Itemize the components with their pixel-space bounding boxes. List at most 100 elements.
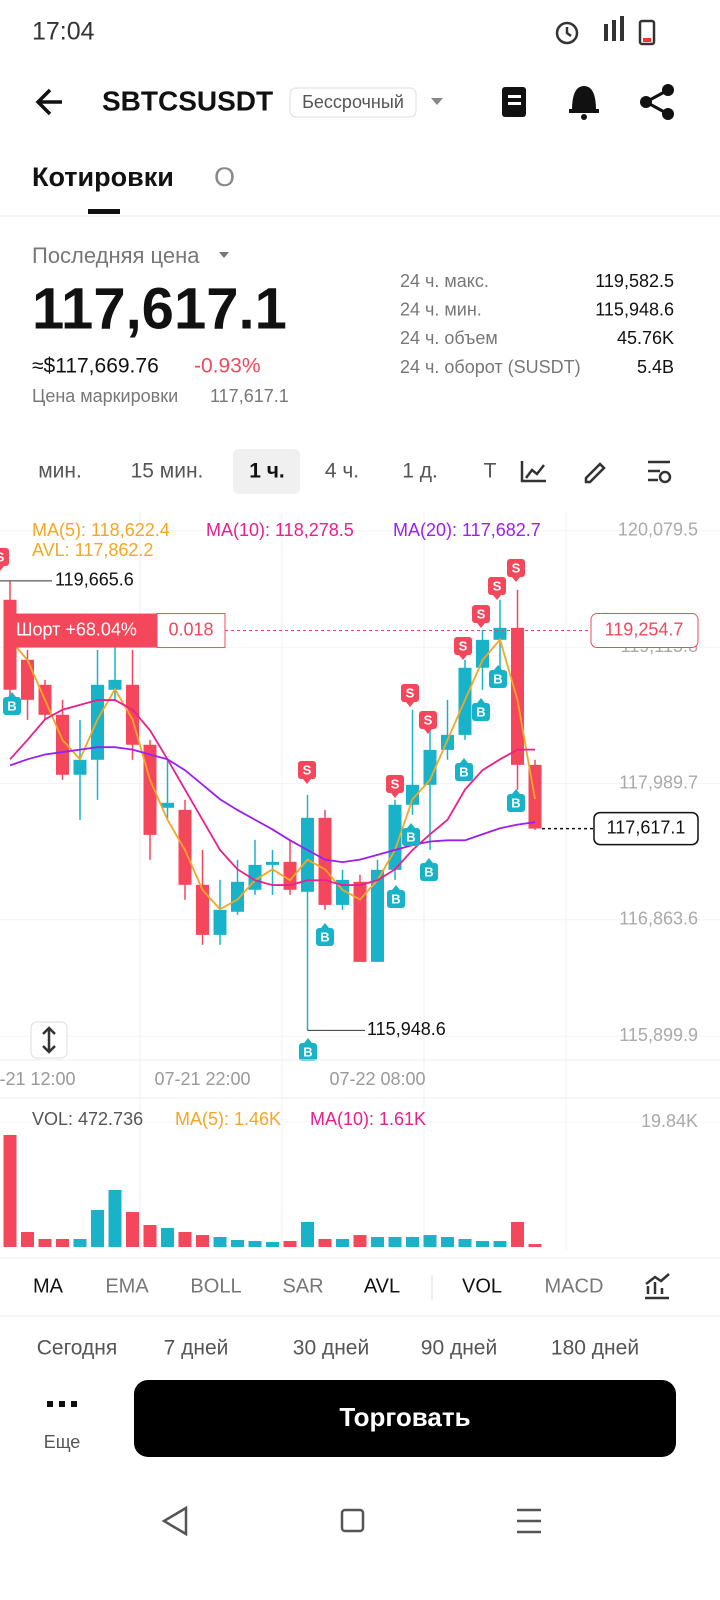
trade-marker-label: S	[303, 762, 312, 777]
interval[interactable]: мин.	[38, 460, 82, 483]
trade-marker	[454, 637, 472, 655]
trade-label[interactable]: Торговать	[339, 1402, 470, 1432]
badge-box[interactable]	[289, 87, 417, 118]
y-tick-label: 116,863.6	[619, 908, 698, 928]
trade-marker-tip	[303, 779, 311, 784]
candle-body	[301, 817, 314, 892]
volume-legend: VOL: 472.736	[32, 1109, 143, 1129]
trade-marker-tip	[8, 692, 16, 697]
indicator[interactable]: SAR	[282, 1275, 323, 1297]
tab-active[interactable]: Котировки	[32, 162, 174, 192]
volume-bar	[301, 1221, 314, 1247]
interval[interactable]: 1 ч.	[249, 460, 285, 483]
period[interactable]: 180 дней	[551, 1337, 639, 1360]
indicator[interactable]: MACD	[545, 1275, 604, 1297]
dropdown[interactable]	[431, 98, 443, 105]
header-icons[interactable]	[502, 84, 674, 120]
stat-value: 115,948.6	[595, 299, 674, 319]
x-tick-label: 07-21 22:00	[154, 1069, 250, 1089]
change: -0.93%	[194, 355, 261, 378]
last-price: 117,617.1	[32, 276, 287, 341]
volume-bar	[318, 1238, 332, 1247]
volume-bar	[38, 1238, 52, 1247]
candle-body	[353, 881, 367, 962]
trade-marker-label: B	[320, 929, 329, 944]
stats: 24 ч. макс. 119,582.5 24 ч. мин. 115,948.6 2…	[400, 271, 674, 377]
trade-marker-tip	[304, 1038, 312, 1043]
candle-body	[231, 881, 244, 912]
more-label[interactable]: Еще	[44, 1432, 81, 1452]
trade-marker	[387, 890, 405, 908]
stat-label: 24 ч. оборот (SUSDT)	[400, 357, 581, 377]
low-label: 115,948.6	[367, 1019, 446, 1039]
tab[interactable]: О	[214, 162, 235, 192]
interval[interactable]: 4 ч.	[325, 460, 359, 483]
candle-body	[266, 861, 279, 865]
candle-body	[56, 714, 69, 775]
volume-bar	[476, 1241, 489, 1247]
nav-bar[interactable]	[161, 1505, 541, 1537]
candle-body	[423, 749, 437, 785]
interval[interactable]: 15 мин.	[131, 460, 204, 483]
position-badge[interactable]	[8, 613, 157, 648]
trade-marker-tip	[407, 823, 415, 828]
trade-button[interactable]	[134, 1380, 676, 1457]
candle-body	[213, 909, 227, 935]
position-size-box	[156, 613, 226, 649]
period[interactable]: 90 дней	[421, 1337, 497, 1360]
trade-marker	[419, 711, 437, 729]
trade-marker-label: S	[493, 578, 502, 593]
volume-bar	[3, 1134, 17, 1247]
interval-active-bg	[233, 449, 300, 494]
volume-bar	[441, 1236, 454, 1247]
tool-icons[interactable]	[520, 460, 672, 484]
more-icon[interactable]	[47, 1401, 77, 1407]
ma-line	[9, 746, 536, 864]
scale-icon[interactable]	[42, 1026, 56, 1054]
indicator-settings[interactable]	[645, 1273, 670, 1300]
candle-body	[318, 817, 332, 905]
mark-price: 117,617.1	[210, 386, 289, 406]
interval[interactable]: 1 д.	[402, 460, 438, 483]
trade-marker	[420, 863, 438, 881]
trade-marker-tip	[425, 858, 433, 863]
status-time: 17:04	[32, 18, 95, 46]
trade-marker-tip	[392, 885, 400, 890]
interval[interactable]: Т	[484, 460, 497, 483]
indicator[interactable]: VOL	[462, 1275, 502, 1297]
candle-body	[21, 659, 34, 700]
stat-value: 119,582.5	[595, 271, 674, 291]
ma-legend: MA(10): 118,278.5	[206, 520, 354, 540]
period[interactable]: 30 дней	[293, 1337, 369, 1360]
candle-body	[73, 759, 87, 775]
period[interactable]: Сегодня	[37, 1337, 117, 1360]
trade-marker	[402, 828, 420, 846]
trade-marker-tip	[477, 698, 485, 703]
indicator[interactable]: AVL	[364, 1275, 400, 1297]
indicator[interactable]: MA	[33, 1275, 64, 1297]
y-tick-label: 115,899.9	[619, 1025, 698, 1045]
trade-marker-label: B	[391, 891, 400, 906]
trade-marker-label: S	[0, 549, 5, 564]
indicator[interactable]: EMA	[105, 1275, 149, 1297]
volume-bar	[528, 1244, 542, 1247]
position-side[interactable]: Шорт +68.04%	[16, 619, 137, 639]
volume-bar	[21, 1232, 34, 1247]
indicator[interactable]: BOLL	[190, 1275, 241, 1297]
volume-legend: MA(10): 1.61K	[310, 1109, 426, 1129]
ma-legend: MA(5): 118,622.4	[32, 520, 170, 540]
trade-marker-label: S	[424, 712, 433, 727]
stat-label: 24 ч. объем	[400, 328, 498, 348]
candle-body	[476, 639, 489, 668]
trade-marker	[489, 670, 507, 688]
price-label[interactable]: Последняя цена	[32, 243, 200, 268]
trade-marker-label: B	[476, 704, 485, 719]
dropdown[interactable]	[219, 252, 229, 258]
volume-bar	[511, 1221, 524, 1247]
period[interactable]: 7 дней	[164, 1337, 229, 1360]
back-button[interactable]	[35, 88, 62, 116]
badge[interactable]: Бессрочный	[302, 92, 404, 112]
volume-bar	[458, 1238, 472, 1247]
trade-marker-tip	[512, 789, 520, 794]
